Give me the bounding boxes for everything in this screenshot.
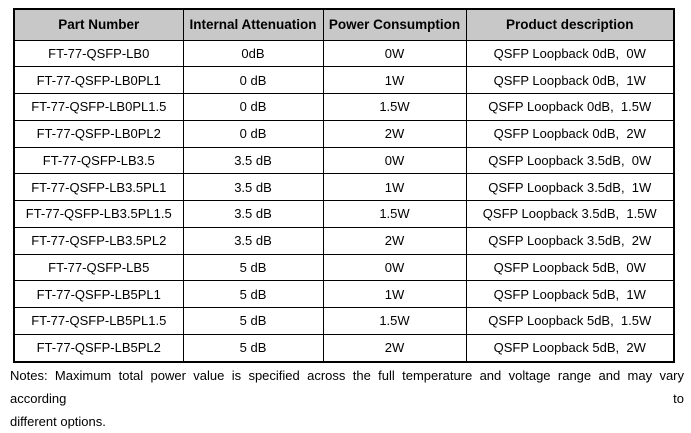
table-body: FT-77-QSFP-LB0 0dB 0W QSFP Loopback 0dB,… (13, 39, 675, 363)
power-consumption-cell: 2W (322, 333, 467, 363)
part-number-cell: FT-77-QSFP-LB5PL1.5 (13, 307, 184, 335)
internal-attenuation-cell: 0 dB (182, 119, 324, 148)
internal-attenuation-cell: 5 dB (182, 307, 324, 335)
product-description-cell: QSFP Loopback 0dB, 1W (465, 66, 675, 94)
table-header: Part Number Internal Attenuation Power C… (13, 8, 675, 41)
internal-attenuation-cell: 3.5 dB (182, 226, 324, 255)
product-description-cell: QSFP Loopback 0dB, 2W (465, 119, 675, 148)
part-number-cell: FT-77-QSFP-LB0PL1.5 (13, 93, 184, 121)
table-row: FT-77-QSFP-LB0PL2 0 dB 2W QSFP Loopback … (13, 119, 675, 148)
footnote-line-1: Notes: Maximum total power value is spec… (10, 368, 684, 406)
power-consumption-cell: 1W (322, 66, 467, 94)
product-description-cell: QSFP Loopback 5dB, 1W (465, 280, 675, 308)
power-consumption-cell: 0W (322, 39, 467, 68)
power-consumption-cell: 1W (322, 280, 467, 308)
product-description-cell: QSFP Loopback 5dB, 1.5W (465, 307, 675, 335)
internal-attenuation-cell: 0 dB (182, 93, 324, 121)
internal-attenuation-cell: 3.5 dB (182, 173, 324, 201)
table-row: FT-77-QSFP-LB5 5 dB 0W QSFP Loopback 5dB… (13, 253, 675, 282)
internal-attenuation-cell: 5 dB (182, 333, 324, 363)
power-consumption-cell: 1.5W (322, 93, 467, 121)
product-description-cell: QSFP Loopback 3.5dB, 0W (465, 146, 675, 175)
product-description-cell: QSFP Loopback 3.5dB, 1.5W (465, 200, 675, 228)
power-consumption-cell: 0W (322, 253, 467, 282)
table-row: FT-77-QSFP-LB5PL1.5 5 dB 1.5W QSFP Loopb… (13, 307, 675, 335)
product-options-table: Part Number Internal Attenuation Power C… (13, 8, 675, 363)
column-header-product-description: Product description (465, 8, 675, 41)
table-row: FT-77-QSFP-LB0PL1 0 dB 1W QSFP Loopback … (13, 66, 675, 94)
power-consumption-cell: 1.5W (322, 200, 467, 228)
column-header-internal-attenuation: Internal Attenuation (182, 8, 324, 41)
power-consumption-cell: 2W (322, 119, 467, 148)
part-number-cell: FT-77-QSFP-LB3.5 (13, 146, 184, 175)
part-number-cell: FT-77-QSFP-LB0PL1 (13, 66, 184, 94)
part-number-cell: FT-77-QSFP-LB5PL1 (13, 280, 184, 308)
product-description-cell: QSFP Loopback 3.5dB, 2W (465, 226, 675, 255)
part-number-cell: FT-77-QSFP-LB5 (13, 253, 184, 282)
power-consumption-cell: 1.5W (322, 307, 467, 335)
internal-attenuation-cell: 3.5 dB (182, 146, 324, 175)
product-description-cell: QSFP Loopback 0dB, 0W (465, 39, 675, 68)
power-consumption-cell: 1W (322, 173, 467, 201)
part-number-cell: FT-77-QSFP-LB5PL2 (13, 333, 184, 363)
internal-attenuation-cell: 5 dB (182, 253, 324, 282)
product-description-cell: QSFP Loopback 5dB, 2W (465, 333, 675, 363)
internal-attenuation-cell: 5 dB (182, 280, 324, 308)
table-row: FT-77-QSFP-LB3.5PL1.5 3.5 dB 1.5W QSFP L… (13, 200, 675, 228)
part-number-cell: FT-77-QSFP-LB0 (13, 39, 184, 68)
footnote-line-2: different options. (10, 414, 106, 429)
power-consumption-cell: 0W (322, 146, 467, 175)
table-row: FT-77-QSFP-LB3.5PL2 3.5 dB 2W QSFP Loopb… (13, 226, 675, 255)
product-description-cell: QSFP Loopback 5dB, 0W (465, 253, 675, 282)
datasheet-page: Part Number Internal Attenuation Power C… (10, 8, 684, 429)
table-row: FT-77-QSFP-LB5PL2 5 dB 2W QSFP Loopback … (13, 333, 675, 363)
table-row: FT-77-QSFP-LB0PL1.5 0 dB 1.5W QSFP Loopb… (13, 93, 675, 121)
header-row: Part Number Internal Attenuation Power C… (13, 8, 675, 41)
table-row: FT-77-QSFP-LB0 0dB 0W QSFP Loopback 0dB,… (13, 39, 675, 68)
internal-attenuation-cell: 0dB (182, 39, 324, 68)
column-header-part-number: Part Number (13, 8, 184, 41)
power-consumption-cell: 2W (322, 226, 467, 255)
product-description-cell: QSFP Loopback 3.5dB, 1W (465, 173, 675, 201)
column-header-power-consumption: Power Consumption (322, 8, 467, 41)
table-row: FT-77-QSFP-LB5PL1 5 dB 1W QSFP Loopback … (13, 280, 675, 308)
part-number-cell: FT-77-QSFP-LB0PL2 (13, 119, 184, 148)
part-number-cell: FT-77-QSFP-LB3.5PL1 (13, 173, 184, 201)
part-number-cell: FT-77-QSFP-LB3.5PL1.5 (13, 200, 184, 228)
table-row: FT-77-QSFP-LB3.5 3.5 dB 0W QSFP Loopback… (13, 146, 675, 175)
internal-attenuation-cell: 3.5 dB (182, 200, 324, 228)
table-row: FT-77-QSFP-LB3.5PL1 3.5 dB 1W QSFP Loopb… (13, 173, 675, 201)
footnote: Notes: Maximum total power value is spec… (10, 364, 684, 433)
product-description-cell: QSFP Loopback 0dB, 1.5W (465, 93, 675, 121)
internal-attenuation-cell: 0 dB (182, 66, 324, 94)
part-number-cell: FT-77-QSFP-LB3.5PL2 (13, 226, 184, 255)
